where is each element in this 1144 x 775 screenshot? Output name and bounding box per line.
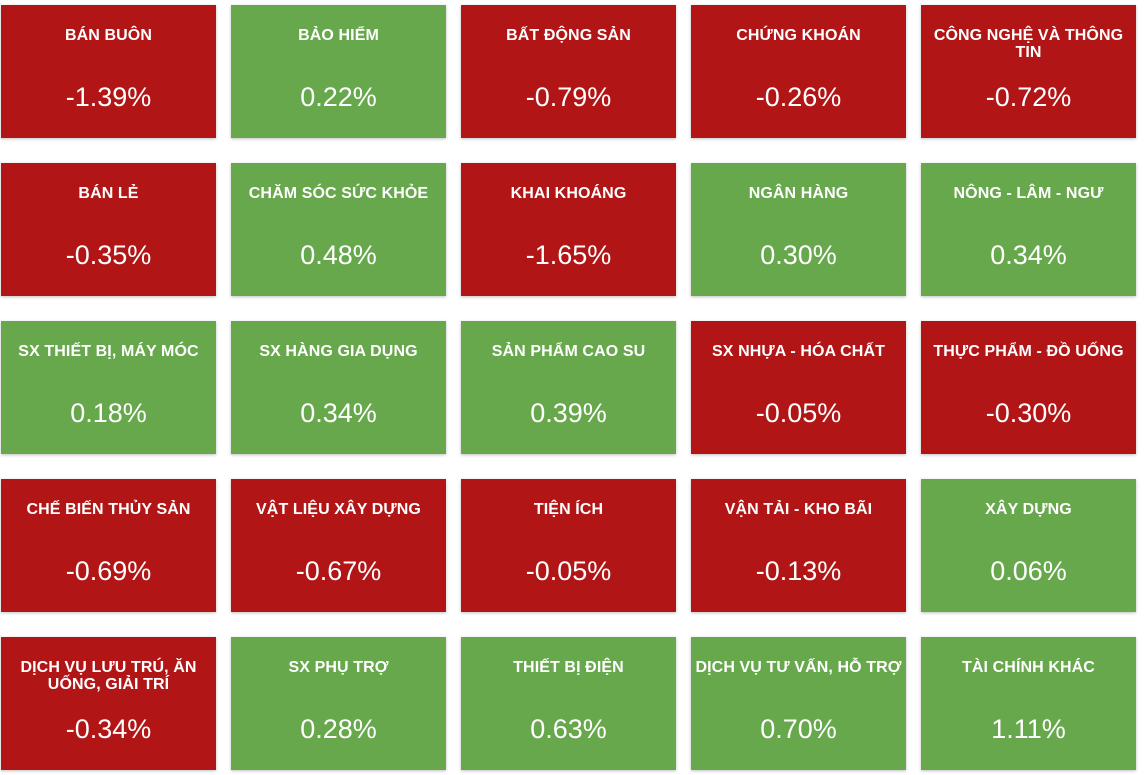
- sector-change-value: 0.28%: [300, 714, 377, 744]
- sector-change-value: -0.13%: [755, 556, 842, 586]
- sector-tile[interactable]: SẢN PHẨM CAO SU 0.39%: [461, 321, 676, 454]
- sector-name: CHỨNG KHOÁN: [736, 27, 861, 44]
- sector-tile[interactable]: XÂY DỰNG 0.06%: [921, 479, 1136, 612]
- sector-change-value: 0.70%: [760, 714, 837, 744]
- sector-change-value: -1.39%: [65, 82, 152, 112]
- sector-change-value: 0.18%: [70, 398, 147, 428]
- sector-tile[interactable]: CHĂM SÓC SỨC KHỎE 0.48%: [231, 163, 446, 296]
- sector-change-value: -0.69%: [65, 556, 152, 586]
- sector-name: TÀI CHÍNH KHÁC: [962, 659, 1095, 676]
- sector-tile[interactable]: DỊCH VỤ TƯ VẤN, HỖ TRỢ 0.70%: [691, 637, 906, 770]
- sector-tile[interactable]: VẬN TẢI - KHO BÃI -0.13%: [691, 479, 906, 612]
- sector-tile[interactable]: BẤT ĐỘNG SẢN -0.79%: [461, 5, 676, 138]
- sector-name: VẬN TẢI - KHO BÃI: [724, 501, 873, 518]
- sector-change-value: 0.39%: [530, 398, 607, 428]
- sector-change-value: -0.79%: [525, 82, 612, 112]
- sector-name: THỰC PHẨM - ĐỒ UỐNG: [933, 343, 1124, 360]
- sector-name: THIẾT BỊ ĐIỆN: [513, 659, 624, 676]
- sector-name: CHĂM SÓC SỨC KHỎE: [248, 185, 429, 202]
- sector-name: DỊCH VỤ TƯ VẤN, HỖ TRỢ: [695, 659, 902, 676]
- sector-tile[interactable]: BẢO HIỂM 0.22%: [231, 5, 446, 138]
- sector-name: KHAI KHOÁNG: [510, 185, 627, 202]
- sector-tile[interactable]: KHAI KHOÁNG -1.65%: [461, 163, 676, 296]
- sector-name: BẢO HIỂM: [298, 27, 379, 44]
- sector-tile[interactable]: NÔNG - LÂM - NGƯ 0.34%: [921, 163, 1136, 296]
- sector-tile[interactable]: SX THIẾT BỊ, MÁY MÓC 0.18%: [1, 321, 216, 454]
- sector-change-value: 0.34%: [990, 240, 1067, 270]
- sector-tile[interactable]: THỰC PHẨM - ĐỒ UỐNG -0.30%: [921, 321, 1136, 454]
- sector-tile[interactable]: TÀI CHÍNH KHÁC 1.11%: [921, 637, 1136, 770]
- sector-tile[interactable]: THIẾT BỊ ĐIỆN 0.63%: [461, 637, 676, 770]
- sector-name: SX NHỰA - HÓA CHẤT: [712, 343, 885, 360]
- sector-change-value: -0.35%: [65, 240, 152, 270]
- sector-tile[interactable]: SX PHỤ TRỢ 0.28%: [231, 637, 446, 770]
- sector-name: SX THIẾT BỊ, MÁY MÓC: [18, 343, 199, 360]
- sector-tile[interactable]: TIỆN ÍCH -0.05%: [461, 479, 676, 612]
- sector-change-value: 0.22%: [300, 82, 377, 112]
- sector-change-value: 0.63%: [530, 714, 607, 744]
- sector-tile[interactable]: CHẾ BIẾN THỦY SẢN -0.69%: [1, 479, 216, 612]
- sector-name: NGÂN HÀNG: [748, 185, 849, 202]
- sector-tile[interactable]: CHỨNG KHOÁN -0.26%: [691, 5, 906, 138]
- sector-change-value: 0.48%: [300, 240, 377, 270]
- sector-name: CÔNG NGHỆ VÀ THÔNG TIN: [933, 27, 1124, 61]
- sector-name: NÔNG - LÂM - NGƯ: [953, 185, 1104, 202]
- sector-tile[interactable]: NGÂN HÀNG 0.30%: [691, 163, 906, 296]
- sector-name: BẤT ĐỘNG SẢN: [506, 27, 631, 44]
- sector-change-value: -0.30%: [985, 398, 1072, 428]
- sector-change-value: 0.30%: [760, 240, 837, 270]
- sector-name: TIỆN ÍCH: [533, 501, 604, 518]
- sector-name: SX HÀNG GIA DỤNG: [259, 343, 418, 360]
- sector-tile[interactable]: VẬT LIỆU XÂY DỰNG -0.67%: [231, 479, 446, 612]
- sector-name: BÁN BUÔN: [64, 27, 153, 44]
- sector-tile[interactable]: BÁN BUÔN -1.39%: [1, 5, 216, 138]
- sector-change-value: 1.11%: [991, 714, 1066, 744]
- sector-change-value: -0.72%: [985, 82, 1072, 112]
- sector-change-value: 0.34%: [300, 398, 377, 428]
- sector-change-value: -0.67%: [295, 556, 382, 586]
- sector-tile[interactable]: CÔNG NGHỆ VÀ THÔNG TIN -0.72%: [921, 5, 1136, 138]
- sector-tile[interactable]: DỊCH VỤ LƯU TRÚ, ĂN UỐNG, GIẢI TRÍ -0.34%: [1, 637, 216, 770]
- sector-heatmap-grid: BÁN BUÔN -1.39% BẢO HIỂM 0.22% BẤT ĐỘNG SẢN -…: [1, 5, 1136, 770]
- sector-change-value: -0.34%: [65, 714, 152, 744]
- sector-change-value: 0.06%: [990, 556, 1067, 586]
- sector-change-value: -1.65%: [525, 240, 612, 270]
- sector-name: XÂY DỰNG: [985, 501, 1072, 518]
- sector-tile[interactable]: SX NHỰA - HÓA CHẤT -0.05%: [691, 321, 906, 454]
- sector-name: BÁN LẺ: [78, 185, 139, 202]
- sector-change-value: -0.05%: [755, 398, 842, 428]
- sector-change-value: -0.26%: [755, 82, 842, 112]
- sector-name: SX PHỤ TRỢ: [288, 659, 389, 676]
- sector-name: DỊCH VỤ LƯU TRÚ, ĂN UỐNG, GIẢI TRÍ: [20, 659, 197, 693]
- sector-name: CHẾ BIẾN THỦY SẢN: [26, 501, 191, 518]
- sector-name: SẢN PHẨM CAO SU: [491, 343, 646, 360]
- sector-tile[interactable]: BÁN LẺ -0.35%: [1, 163, 216, 296]
- sector-name: VẬT LIỆU XÂY DỰNG: [256, 501, 421, 518]
- sector-tile[interactable]: SX HÀNG GIA DỤNG 0.34%: [231, 321, 446, 454]
- sector-change-value: -0.05%: [525, 556, 612, 586]
